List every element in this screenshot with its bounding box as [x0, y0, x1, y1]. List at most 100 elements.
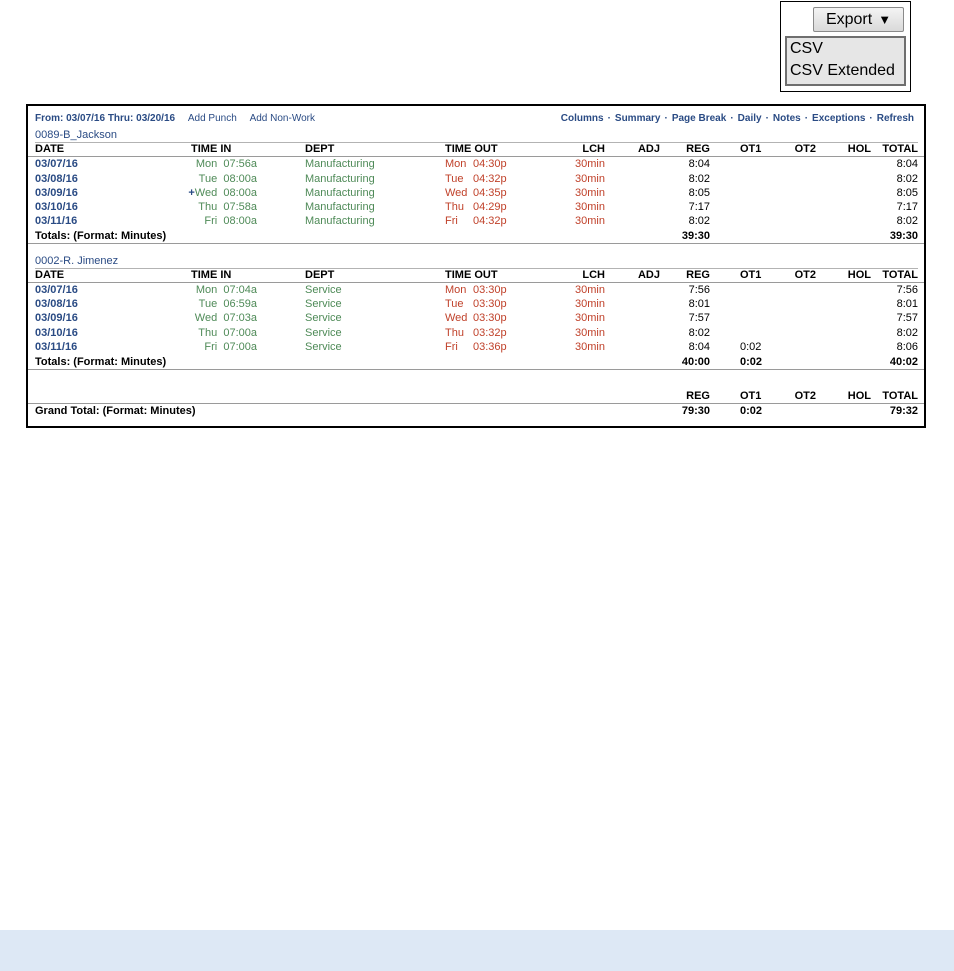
date-link[interactable]: 03/09/16 [35, 186, 78, 199]
total-value: 8:02 [896, 326, 918, 339]
totals-reg: 40:00 [681, 356, 710, 368]
time-out-value: 03:30p [473, 312, 507, 325]
time-out-value: 03:30p [473, 298, 507, 311]
total-value: 7:17 [896, 201, 918, 213]
column-header-ot1: OT1 [740, 143, 762, 156]
total-value: 7:56 [896, 284, 918, 296]
grand-total-header: REG OT1 OT2 HOL TOTAL [28, 389, 924, 403]
column-header-total: TOTAL [882, 268, 918, 281]
column-header-total: TOTAL [882, 143, 918, 156]
grand-header-ot1: OT1 [740, 390, 762, 403]
date-link[interactable]: 03/10/16 [35, 326, 78, 339]
column-header-adj: ADJ [637, 268, 660, 281]
date-link[interactable]: 03/07/16 [35, 158, 78, 171]
column-header-dept: DEPT [305, 268, 335, 281]
notes-link[interactable]: Notes [772, 113, 801, 124]
time-out-value: 04:32p [473, 172, 507, 185]
column-header-reg: REG [686, 143, 710, 156]
time-in-day: Fri [204, 215, 218, 228]
column-header-hol: HOL [847, 268, 871, 281]
export-option-csv-extended[interactable]: CSV Extended [790, 62, 895, 79]
date-link[interactable]: 03/08/16 [35, 172, 78, 185]
time-out-day: Mon [445, 284, 467, 296]
department: Service [305, 284, 342, 296]
time-in-value: 08:00a [223, 172, 257, 185]
department: Manufacturing [305, 158, 375, 171]
time-out: Tue 04:32p [445, 172, 507, 186]
grand-total-label: Grand Total: (Format: Minutes) [35, 405, 196, 418]
total-value: 8:06 [896, 340, 918, 353]
employee-name: 0089-B_Jackson [35, 128, 918, 143]
column-header-row: DATE TIME IN DEPT TIME OUT LCH ADJ REG OT1 OT2 HO… [28, 142, 924, 158]
table-row: 03/11/16 Fri 08:00a Manufacturing Fri 04:32p… [28, 214, 924, 228]
summary-link[interactable]: Summary [614, 113, 661, 124]
time-out: Fri 03:36p [445, 340, 507, 354]
date-link[interactable]: 03/11/16 [35, 340, 78, 353]
time-out-value: 03:32p [473, 326, 507, 339]
time-in: Tue 06:59a [185, 297, 257, 311]
export-popup: Export ▼ CSV CSV Extended [780, 1, 911, 92]
ot1-value: 0:02 [740, 340, 762, 353]
reg-value: 7:57 [688, 312, 710, 325]
time-out-value: 04:35p [473, 186, 507, 199]
time-out-value: 03:30p [473, 284, 507, 296]
add-non-work-link[interactable]: Add Non-Work [249, 113, 315, 124]
totals-label: Totals: (Format: Minutes) [35, 356, 167, 368]
column-header-time-in: TIME IN [191, 268, 232, 281]
export-button-label: Export [825, 11, 873, 28]
time-out-day: Fri [445, 215, 458, 228]
column-header-time-out: TIME OUT [445, 268, 498, 281]
date-link[interactable]: 03/10/16 [35, 201, 78, 213]
table-row: 03/07/16 Mon 07:56a Manufacturing Mon 04:30p… [28, 157, 924, 171]
date-link[interactable]: 03/07/16 [35, 284, 78, 296]
date-link[interactable]: 03/08/16 [35, 298, 78, 311]
table-row: 03/07/16 Mon 07:04a Service Mon 03:30p 30min 7… [28, 283, 924, 297]
plus-icon[interactable]: + [188, 186, 195, 199]
column-header-date: DATE [35, 143, 65, 156]
time-out-value: 04:29p [473, 201, 507, 213]
daily-link[interactable]: Daily [737, 113, 762, 124]
department: Manufacturing [305, 215, 375, 228]
totals-total: 40:02 [889, 356, 918, 368]
reg-value: 7:56 [688, 284, 710, 296]
total-value: 8:02 [896, 215, 918, 228]
time-in-day: Wed [194, 186, 218, 199]
page-break-link[interactable]: Page Break [671, 113, 727, 124]
time-out: Thu 04:29p [445, 200, 507, 214]
column-header-lch: LCH [582, 268, 605, 281]
department: Service [305, 298, 342, 311]
department: Service [305, 326, 342, 339]
total-value: 8:05 [896, 186, 918, 199]
time-out-day: Tue [445, 172, 464, 185]
department: Service [305, 312, 342, 325]
time-in: Mon 07:04a [185, 283, 257, 297]
timecard-report: From: 03/07/16 Thru: 03/20/16 Add Punch … [26, 104, 926, 428]
refresh-link[interactable]: Refresh [876, 113, 914, 124]
time-out: Fri 04:32p [445, 214, 507, 228]
time-out-day: Thu [445, 326, 464, 339]
time-out-value: 03:36p [473, 340, 507, 353]
reg-value: 8:05 [688, 186, 710, 199]
date-link[interactable]: 03/11/16 [35, 215, 78, 228]
time-out: Mon 03:30p [445, 283, 507, 297]
lunch-value: 30min [575, 298, 605, 311]
time-in: Tue 08:00a [185, 172, 257, 186]
totals-row: Totals: (Format: Minutes) 40:00 0:02 40:02 [28, 355, 924, 370]
column-header-reg: REG [686, 268, 710, 281]
column-header-date: DATE [35, 268, 65, 281]
time-in-day: Tue [198, 298, 218, 311]
total-value: 8:04 [896, 158, 918, 171]
add-punch-link[interactable]: Add Punch [187, 113, 237, 124]
export-button[interactable]: Export ▼ [813, 7, 904, 32]
time-in: Wed 07:03a [185, 311, 257, 325]
footer-band [0, 930, 954, 971]
totals-label: Totals: (Format: Minutes) [35, 230, 167, 243]
time-in-day: Fri [204, 340, 218, 353]
export-menu: CSV CSV Extended [785, 36, 906, 86]
column-header-ot1: OT1 [740, 268, 762, 281]
export-option-csv[interactable]: CSV [790, 40, 823, 57]
exceptions-link[interactable]: Exceptions [812, 113, 866, 124]
date-link[interactable]: 03/09/16 [35, 312, 78, 325]
columns-link[interactable]: Columns [560, 113, 604, 124]
time-in: Fri 07:00a [185, 340, 257, 354]
